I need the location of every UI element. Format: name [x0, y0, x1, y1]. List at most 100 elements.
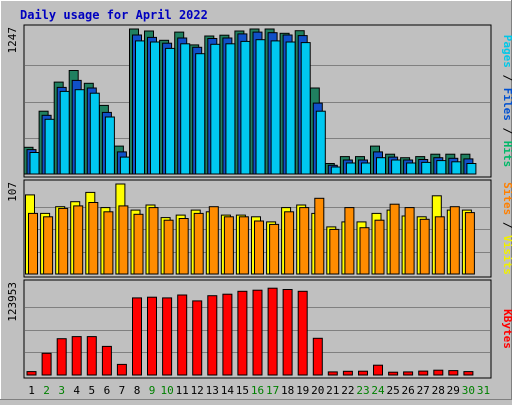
bar-bot-kbytes-day-21 — [327, 371, 338, 376]
bar-top-pages-day-28 — [436, 160, 447, 175]
x-tick-label-day-20: 20 — [311, 384, 324, 397]
bar-mid-sites-day-11 — [178, 218, 189, 275]
panel-top-legend-entry-4: / — [501, 121, 512, 141]
bar-bot-kbytes-day-15 — [237, 290, 248, 376]
bar-top-pages-day-10 — [165, 47, 176, 175]
bar-top-pages-day-6 — [104, 116, 115, 175]
bar-mid-sites-day-28 — [434, 216, 445, 275]
x-tick-label-day-13: 13 — [206, 384, 219, 397]
x-tick-label-day-5: 5 — [88, 384, 95, 397]
bar-top-pages-day-12 — [195, 53, 206, 175]
bar-bot-kbytes-day-5 — [86, 336, 97, 376]
bar-top-pages-day-21 — [330, 166, 341, 175]
panel-bot-axis-max-label: 123953 — [6, 282, 19, 322]
bar-bot-kbytes-day-8 — [132, 297, 142, 376]
bar-top-pages-day-22 — [345, 162, 356, 175]
x-tick-label-day-2: 2 — [43, 384, 50, 397]
bar-mid-sites-day-25 — [389, 203, 400, 275]
bar-mid-sites-day-7 — [118, 205, 129, 275]
panel-top-legend-entry-5: Hits — [501, 141, 512, 168]
panel-mid-axis-max-label: 107 — [6, 182, 19, 202]
x-tick-label-day-8: 8 — [134, 384, 141, 397]
bar-top-pages-day-5 — [89, 92, 100, 175]
bar-top-pages-day-20 — [315, 110, 326, 175]
bar-bot-kbytes-day-20 — [312, 337, 323, 376]
bar-bot-kbytes-day-11 — [177, 294, 188, 376]
panel-top-axis-max-label: 1247 — [6, 27, 19, 54]
bar-mid-sites-day-13 — [208, 206, 219, 275]
bar-mid-sites-day-18 — [284, 211, 295, 275]
x-tick-label-day-1: 1 — [28, 384, 35, 397]
bar-top-pages-day-14 — [225, 43, 236, 175]
panel-top-legend-entry-3: Files — [501, 88, 512, 121]
bar-top-pages-day-16 — [255, 39, 266, 175]
bar-mid-sites-day-21 — [329, 228, 340, 275]
bar-bot-kbytes-day-3 — [56, 338, 67, 376]
bar-bot-kbytes-day-29 — [448, 370, 459, 376]
bar-bot-kbytes-day-16 — [252, 289, 263, 376]
panel-mid-legend-entry-1: Sites — [501, 182, 512, 215]
bar-mid-sites-day-5 — [88, 202, 99, 275]
x-tick-label-day-6: 6 — [104, 384, 111, 397]
bar-top-pages-day-1 — [29, 152, 40, 175]
x-tick-label-day-31: 31 — [477, 384, 490, 397]
bar-bot-kbytes-day-14 — [222, 293, 233, 376]
bar-mid-sites-day-29 — [449, 206, 460, 275]
bar-mid-sites-day-30 — [464, 212, 475, 275]
bar-bot-kbytes-day-7 — [116, 363, 127, 376]
x-tick-label-day-26: 26 — [401, 384, 414, 397]
x-tick-label-day-25: 25 — [386, 384, 399, 397]
panel-top-legend-entry-1: Pages — [501, 35, 512, 68]
x-tick-label-day-28: 28 — [432, 384, 445, 397]
bar-top-pages-day-7 — [119, 156, 130, 175]
bar-mid-sites-day-15 — [238, 216, 249, 275]
bar-bot-kbytes-day-17 — [267, 287, 278, 376]
bar-bot-kbytes-day-9 — [147, 296, 157, 376]
bar-bot-kbytes-day-22 — [342, 370, 353, 376]
x-tick-label-day-4: 4 — [73, 384, 80, 397]
bar-bot-kbytes-day-19 — [297, 290, 308, 376]
bar-top-pages-day-8 — [135, 40, 145, 175]
x-tick-label-day-27: 27 — [417, 384, 430, 397]
x-tick-label-day-15: 15 — [236, 384, 249, 397]
bar-bot-kbytes-day-2 — [41, 352, 52, 376]
bar-top-pages-day-25 — [391, 159, 402, 175]
bar-bot-kbytes-day-23 — [358, 370, 368, 376]
x-tick-label-day-22: 22 — [341, 384, 354, 397]
bar-top-pages-day-2 — [44, 118, 55, 175]
x-tick-label-day-12: 12 — [191, 384, 204, 397]
bar-mid-sites-day-22 — [344, 207, 355, 275]
bar-mid-sites-day-2 — [43, 216, 54, 275]
x-tick-label-day-11: 11 — [176, 384, 189, 397]
bar-bot-kbytes-day-18 — [282, 289, 293, 376]
bar-mid-sites-day-19 — [299, 207, 310, 275]
bar-top-pages-day-26 — [406, 162, 417, 175]
bar-top-pages-day-3 — [59, 90, 70, 175]
bar-bot-kbytes-day-12 — [192, 300, 203, 376]
bar-bot-kbytes-day-6 — [101, 345, 112, 376]
x-tick-label-day-29: 29 — [447, 384, 460, 397]
bar-top-pages-day-18 — [285, 41, 296, 175]
bar-bot-kbytes-day-4 — [71, 336, 82, 376]
bar-bot-kbytes-day-24 — [373, 364, 383, 376]
x-tick-label-day-7: 7 — [119, 384, 126, 397]
bar-mid-sites-day-26 — [404, 207, 415, 275]
bar-top-pages-day-9 — [150, 41, 160, 175]
bar-mid-sites-day-10 — [163, 219, 174, 275]
bar-mid-sites-day-1 — [28, 212, 38, 275]
panel-bot-legend-entry-1: KBytes — [501, 309, 512, 349]
x-tick-label-day-30: 30 — [462, 384, 475, 397]
panel-top-legend: Pages / Files / Hits — [501, 35, 512, 168]
bar-top-pages-day-27 — [421, 161, 432, 175]
bar-mid-sites-day-17 — [269, 223, 280, 275]
x-tick-label-day-23: 23 — [356, 384, 369, 397]
bar-mid-sites-day-23 — [359, 227, 370, 275]
panel-mid-legend-entry-2: / — [501, 215, 512, 235]
bar-bot-kbytes-day-27 — [418, 370, 429, 376]
bar-mid-sites-day-4 — [73, 205, 84, 275]
x-tick-label-day-17: 17 — [266, 384, 279, 397]
bar-mid-sites-day-24 — [374, 219, 385, 275]
bar-top-pages-day-11 — [180, 43, 191, 175]
